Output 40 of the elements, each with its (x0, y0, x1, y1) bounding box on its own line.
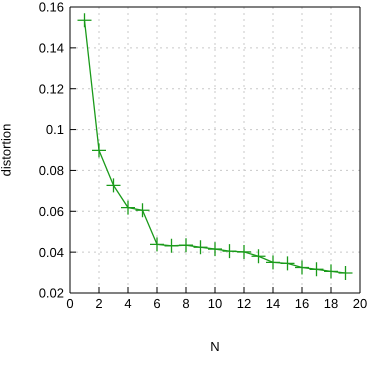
y-tick-label: 0.06 (38, 204, 64, 219)
point (106, 178, 122, 193)
y-tick-label: 0.04 (38, 244, 64, 260)
x-tick-label: 4 (124, 296, 132, 312)
x-tick-label: 8 (182, 296, 190, 312)
point (178, 238, 194, 253)
point (250, 248, 266, 264)
point (222, 243, 238, 259)
x-tick-label: 10 (208, 296, 222, 312)
x-tick-label: 20 (352, 296, 368, 312)
point (76, 12, 92, 28)
y-tick-label: 0.16 (38, 0, 64, 15)
point (294, 260, 310, 276)
point (192, 240, 208, 255)
y-tick-label: 0.1 (46, 122, 64, 138)
point (91, 142, 107, 158)
point (236, 244, 252, 260)
y-tick-label: 0.08 (38, 163, 64, 178)
y-axis-title: distortion (0, 124, 14, 176)
point (207, 241, 223, 257)
point (280, 256, 296, 272)
x-tick-label: 18 (324, 296, 338, 312)
y-tick-label: 0.02 (38, 286, 64, 301)
point (323, 264, 339, 279)
x-tick-label: 2 (95, 296, 103, 312)
y-tick-label: 0.14 (38, 40, 64, 56)
x-tick-label: 12 (236, 296, 252, 312)
point (120, 200, 136, 216)
x-tick-label: 6 (153, 296, 161, 312)
x-tick-label: 0 (66, 296, 74, 312)
x-tick-label: 16 (294, 296, 310, 312)
point (164, 238, 180, 254)
point (338, 265, 354, 281)
x-axis-title: N (210, 339, 220, 354)
point (149, 236, 165, 252)
point (308, 262, 324, 277)
y-tick-label: 0.12 (38, 81, 64, 96)
x-tick-label: 14 (266, 296, 280, 312)
point (134, 202, 150, 218)
point (265, 254, 281, 270)
